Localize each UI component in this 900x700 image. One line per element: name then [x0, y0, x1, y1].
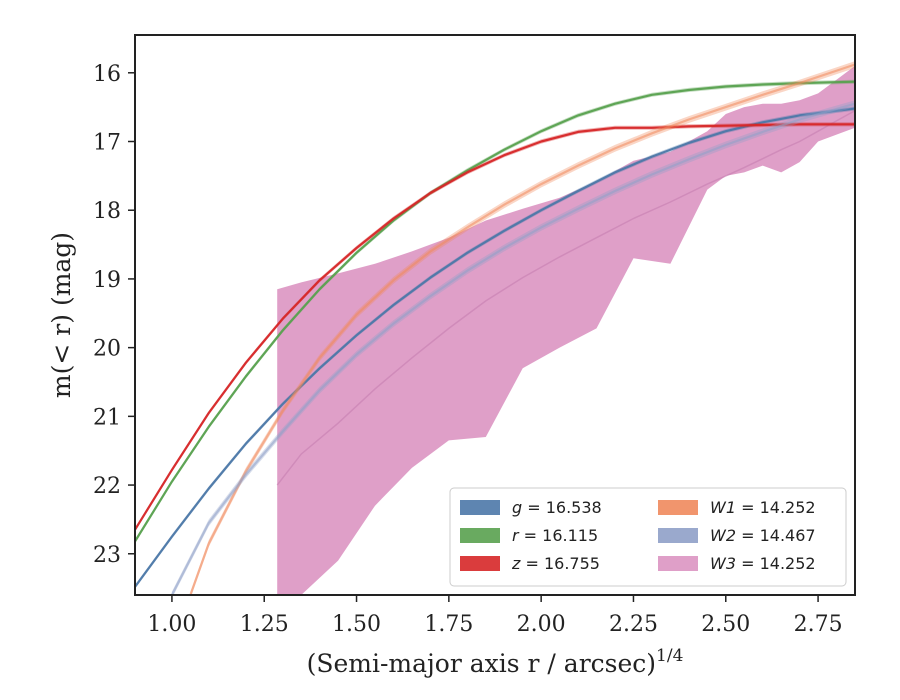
series-line-w2	[170, 102, 855, 595]
x-tick-label: 1.50	[332, 612, 381, 637]
y-axis-ticks: 16 17 18 19 20 21 22 23	[93, 62, 135, 568]
x-axis-label-exponent: 1/4	[656, 646, 683, 666]
x-tick-label: 1.00	[147, 612, 196, 637]
legend-swatch	[460, 556, 500, 571]
x-tick-label: 2.50	[701, 612, 750, 637]
x-tick-label: 1.75	[424, 612, 473, 637]
x-tick-label: 2.00	[517, 612, 566, 637]
legend-entry-r: r = 16.115	[460, 526, 598, 545]
x-tick-label: 2.25	[609, 612, 658, 637]
series-line-w1	[189, 63, 855, 595]
legend-swatch	[460, 500, 500, 515]
series-line-z	[135, 123, 855, 531]
legend-label: z = 16.755	[511, 554, 600, 573]
series-line-g	[135, 107, 855, 588]
y-tick-label: 23	[93, 543, 121, 568]
y-tick-label: 22	[93, 474, 121, 499]
legend-entry-g: g = 16.538	[460, 498, 602, 517]
plot-frame	[134, 34, 856, 596]
legend-label: g = 16.538	[512, 498, 602, 517]
w3-median-line	[276, 109, 855, 486]
legend-entry-w3: W3 = 14.252	[658, 554, 816, 573]
y-tick-label: 21	[93, 405, 121, 430]
x-axis-label: (Semi-major axis r / arcsec)1/4	[307, 646, 684, 678]
plot-area	[135, 61, 855, 595]
legend-entry-w2: W2 = 14.467	[658, 526, 816, 545]
y-tick-label: 19	[93, 268, 121, 293]
legend: g = 16.538 r = 16.115 z = 16.755 W1 = 14.25…	[449, 487, 847, 587]
x-axis-label-main: (Semi-major axis r / arcsec)	[307, 649, 656, 678]
legend-frame	[449, 487, 847, 587]
legend-label: W3 = 14.252	[710, 554, 816, 573]
x-tick-label: 1.25	[240, 612, 289, 637]
y-tick-label: 18	[93, 199, 121, 224]
w3-band-area	[277, 65, 855, 595]
legend-label: r = 16.115	[512, 526, 598, 545]
y-tick-label: 20	[93, 337, 121, 362]
x-axis-ticks: 1.00 1.25 1.50 1.75 2.00 2.25 2.50 2.75	[147, 595, 843, 637]
legend-swatch	[658, 556, 698, 571]
legend-entry-z: z = 16.755	[460, 554, 600, 573]
legend-label: W2 = 14.467	[710, 526, 816, 545]
legend-label: W1 = 14.252	[710, 498, 816, 517]
legend-swatch	[460, 528, 500, 543]
legend-swatch	[658, 500, 698, 515]
y-axis-label: m(< r) (mag)	[47, 232, 76, 398]
legend-swatch	[658, 528, 698, 543]
legend-entry-w1: W1 = 14.252	[658, 498, 816, 517]
x-tick-label: 2.75	[794, 612, 843, 637]
y-tick-label: 16	[93, 62, 121, 87]
y-tick-label: 17	[93, 131, 121, 156]
series-line-r	[135, 80, 855, 542]
